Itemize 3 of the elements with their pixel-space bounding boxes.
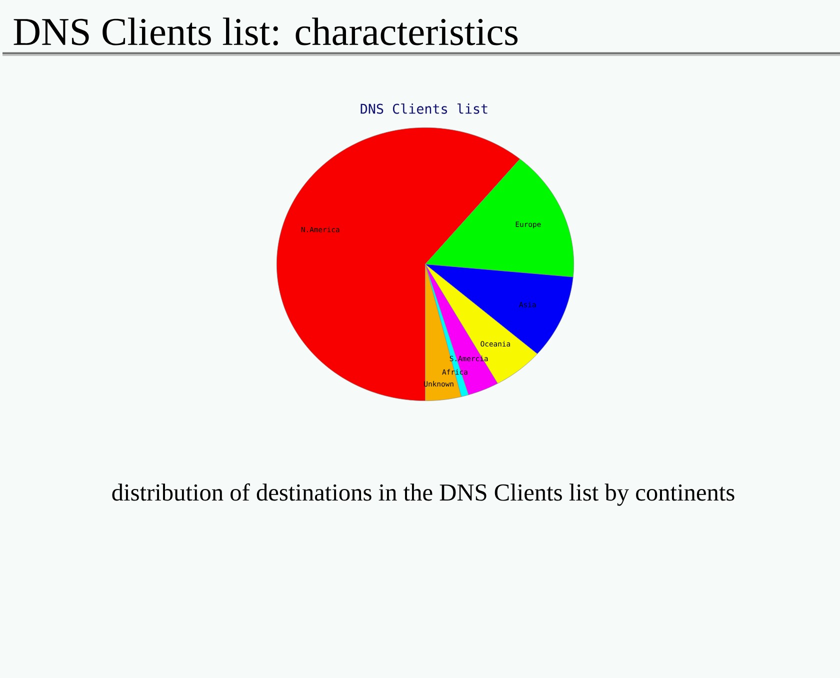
text: distribution of destinations in the DNS Clients list by continents xyxy=(112,483,734,506)
chart-title: DNS Clients list: characteristics xyxy=(14,18,518,46)
chart-subtitle: DNS Clients list xyxy=(360,103,488,114)
